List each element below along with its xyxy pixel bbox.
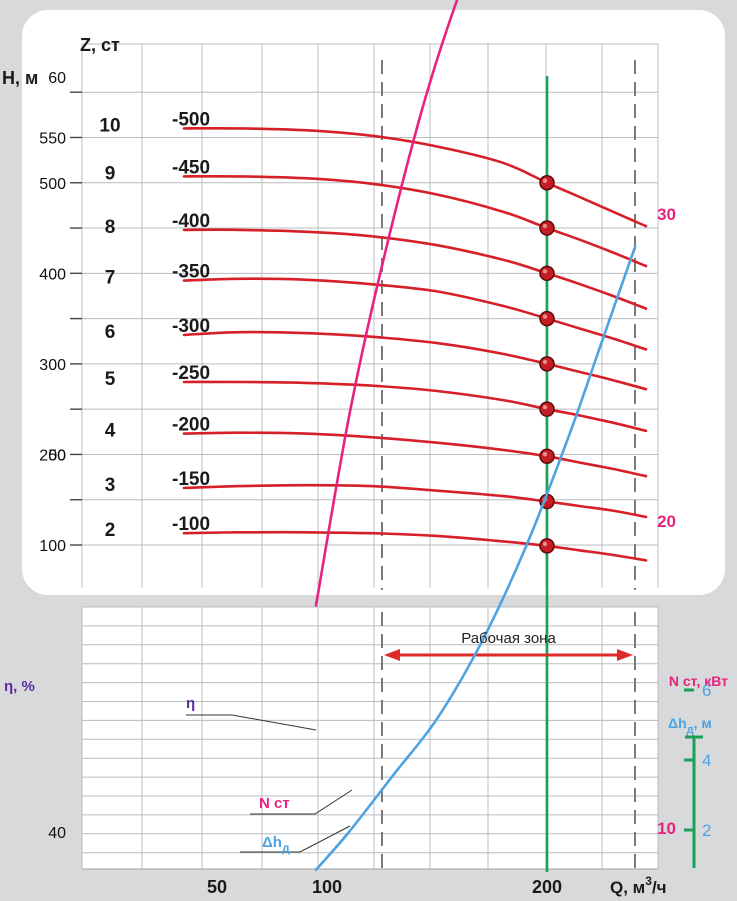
head-tick-label: 400 [39,266,66,283]
lower-grid [81,606,659,870]
head-curve-100 [182,530,648,562]
stage-count-label: 2 [105,520,116,541]
operating-point-highlight [542,541,548,547]
operating-point-highlight [542,452,548,457]
flow-tick-label: 50 [207,877,227,897]
power-leader [250,789,353,815]
zone-label: Рабочая зона [461,630,556,647]
efficiency-leader [186,714,317,731]
operating-point [539,265,555,282]
model-label: -200 [172,415,210,436]
stage-axis-label: Z, ст [80,35,120,55]
npsh-tick-label: 2 [702,821,711,840]
npsh-axis-label-sub: д [687,724,694,736]
npsh-tick-label: 6 [702,681,711,700]
head-curve-300 [182,330,648,391]
head-curve-350 [182,277,648,351]
flow-axis-label-tail: /ч [652,878,667,897]
model-label: -250 [172,363,210,384]
efficiency-tick-label: 50 [48,448,66,465]
head-axis-label: H, м [2,68,38,88]
head-tick-label: 200 [39,447,66,464]
head-tick-label: 100 [39,538,66,555]
operating-point [539,310,555,327]
lower-panel-background [82,607,658,869]
power-tick-label: 20 [657,512,676,531]
performance-curves [186,0,637,872]
operating-point-highlight [542,223,548,229]
npsh-axis-label: Δhд, м [668,715,712,736]
operating-point-highlight [542,178,548,183]
model-label: -400 [172,211,210,232]
operating-point [539,220,555,236]
power-tick-label: 30 [657,205,676,224]
operating-point-highlight [542,404,548,410]
npsh-tick-label: 4 [702,751,711,770]
model-label: -300 [172,316,210,337]
head-curve-250 [182,380,648,433]
head-tick-label: 550 [39,130,66,147]
zone-arrow-left-head [384,649,400,661]
flow-tick-label: 100 [312,877,342,897]
power-axis-label: N ст, кВт [669,673,728,689]
power-curve-label: N ст [259,795,290,812]
model-label: -450 [172,157,210,178]
head-curve-400 [182,228,648,310]
stage-count-label: 9 [105,163,116,184]
operating-point [539,401,555,417]
head-curve-450 [182,174,648,268]
operating-point [539,448,555,465]
stage-count-label: 6 [105,322,116,343]
stage-count-label: 5 [105,369,116,390]
curve-power [314,0,459,607]
stage-count-label: 4 [105,421,116,442]
stage-count-label: 10 [99,115,120,136]
head-curve-500 [182,126,648,228]
curve-npsh [314,245,637,872]
head-curve-150 [182,483,648,519]
npsh-curve-label-sub: д [282,841,290,855]
model-label: -100 [172,514,210,535]
flow-axis-label: Q, м3/ч [610,874,667,897]
operating-point-highlight [542,269,548,274]
operating-zone-lines [381,60,636,872]
npsh-axis-label-tail: , м [694,715,712,731]
stage-count-label: 3 [105,475,116,496]
efficiency-tick-label: 60 [48,70,66,87]
head-tick-label: 500 [39,176,66,193]
model-label: -350 [172,262,210,283]
efficiency-tick-label: 40 [48,825,66,842]
stage-count-label: 7 [105,268,116,289]
operating-point-highlight [542,314,548,319]
npsh-leader [240,825,351,853]
zone-arrow-right-head [617,649,633,661]
operating-point [539,175,555,191]
model-label: -150 [172,469,210,490]
flow-tick-label: 200 [532,877,562,897]
head-tick-label: 300 [39,357,66,374]
operating-point [539,538,555,554]
head-curves [182,126,648,562]
operating-points [539,175,555,554]
head-curve-200 [182,431,648,478]
power-tick-label: 10 [657,819,676,838]
flow-axis-label-sup: 3 [645,874,652,888]
operating-point [539,356,555,372]
model-label: -500 [172,109,210,130]
operating-point-highlight [542,359,548,365]
efficiency-axis-label: η, % [4,678,35,695]
efficiency-curve-label: η [186,695,195,712]
stage-count-label: 8 [105,217,116,238]
